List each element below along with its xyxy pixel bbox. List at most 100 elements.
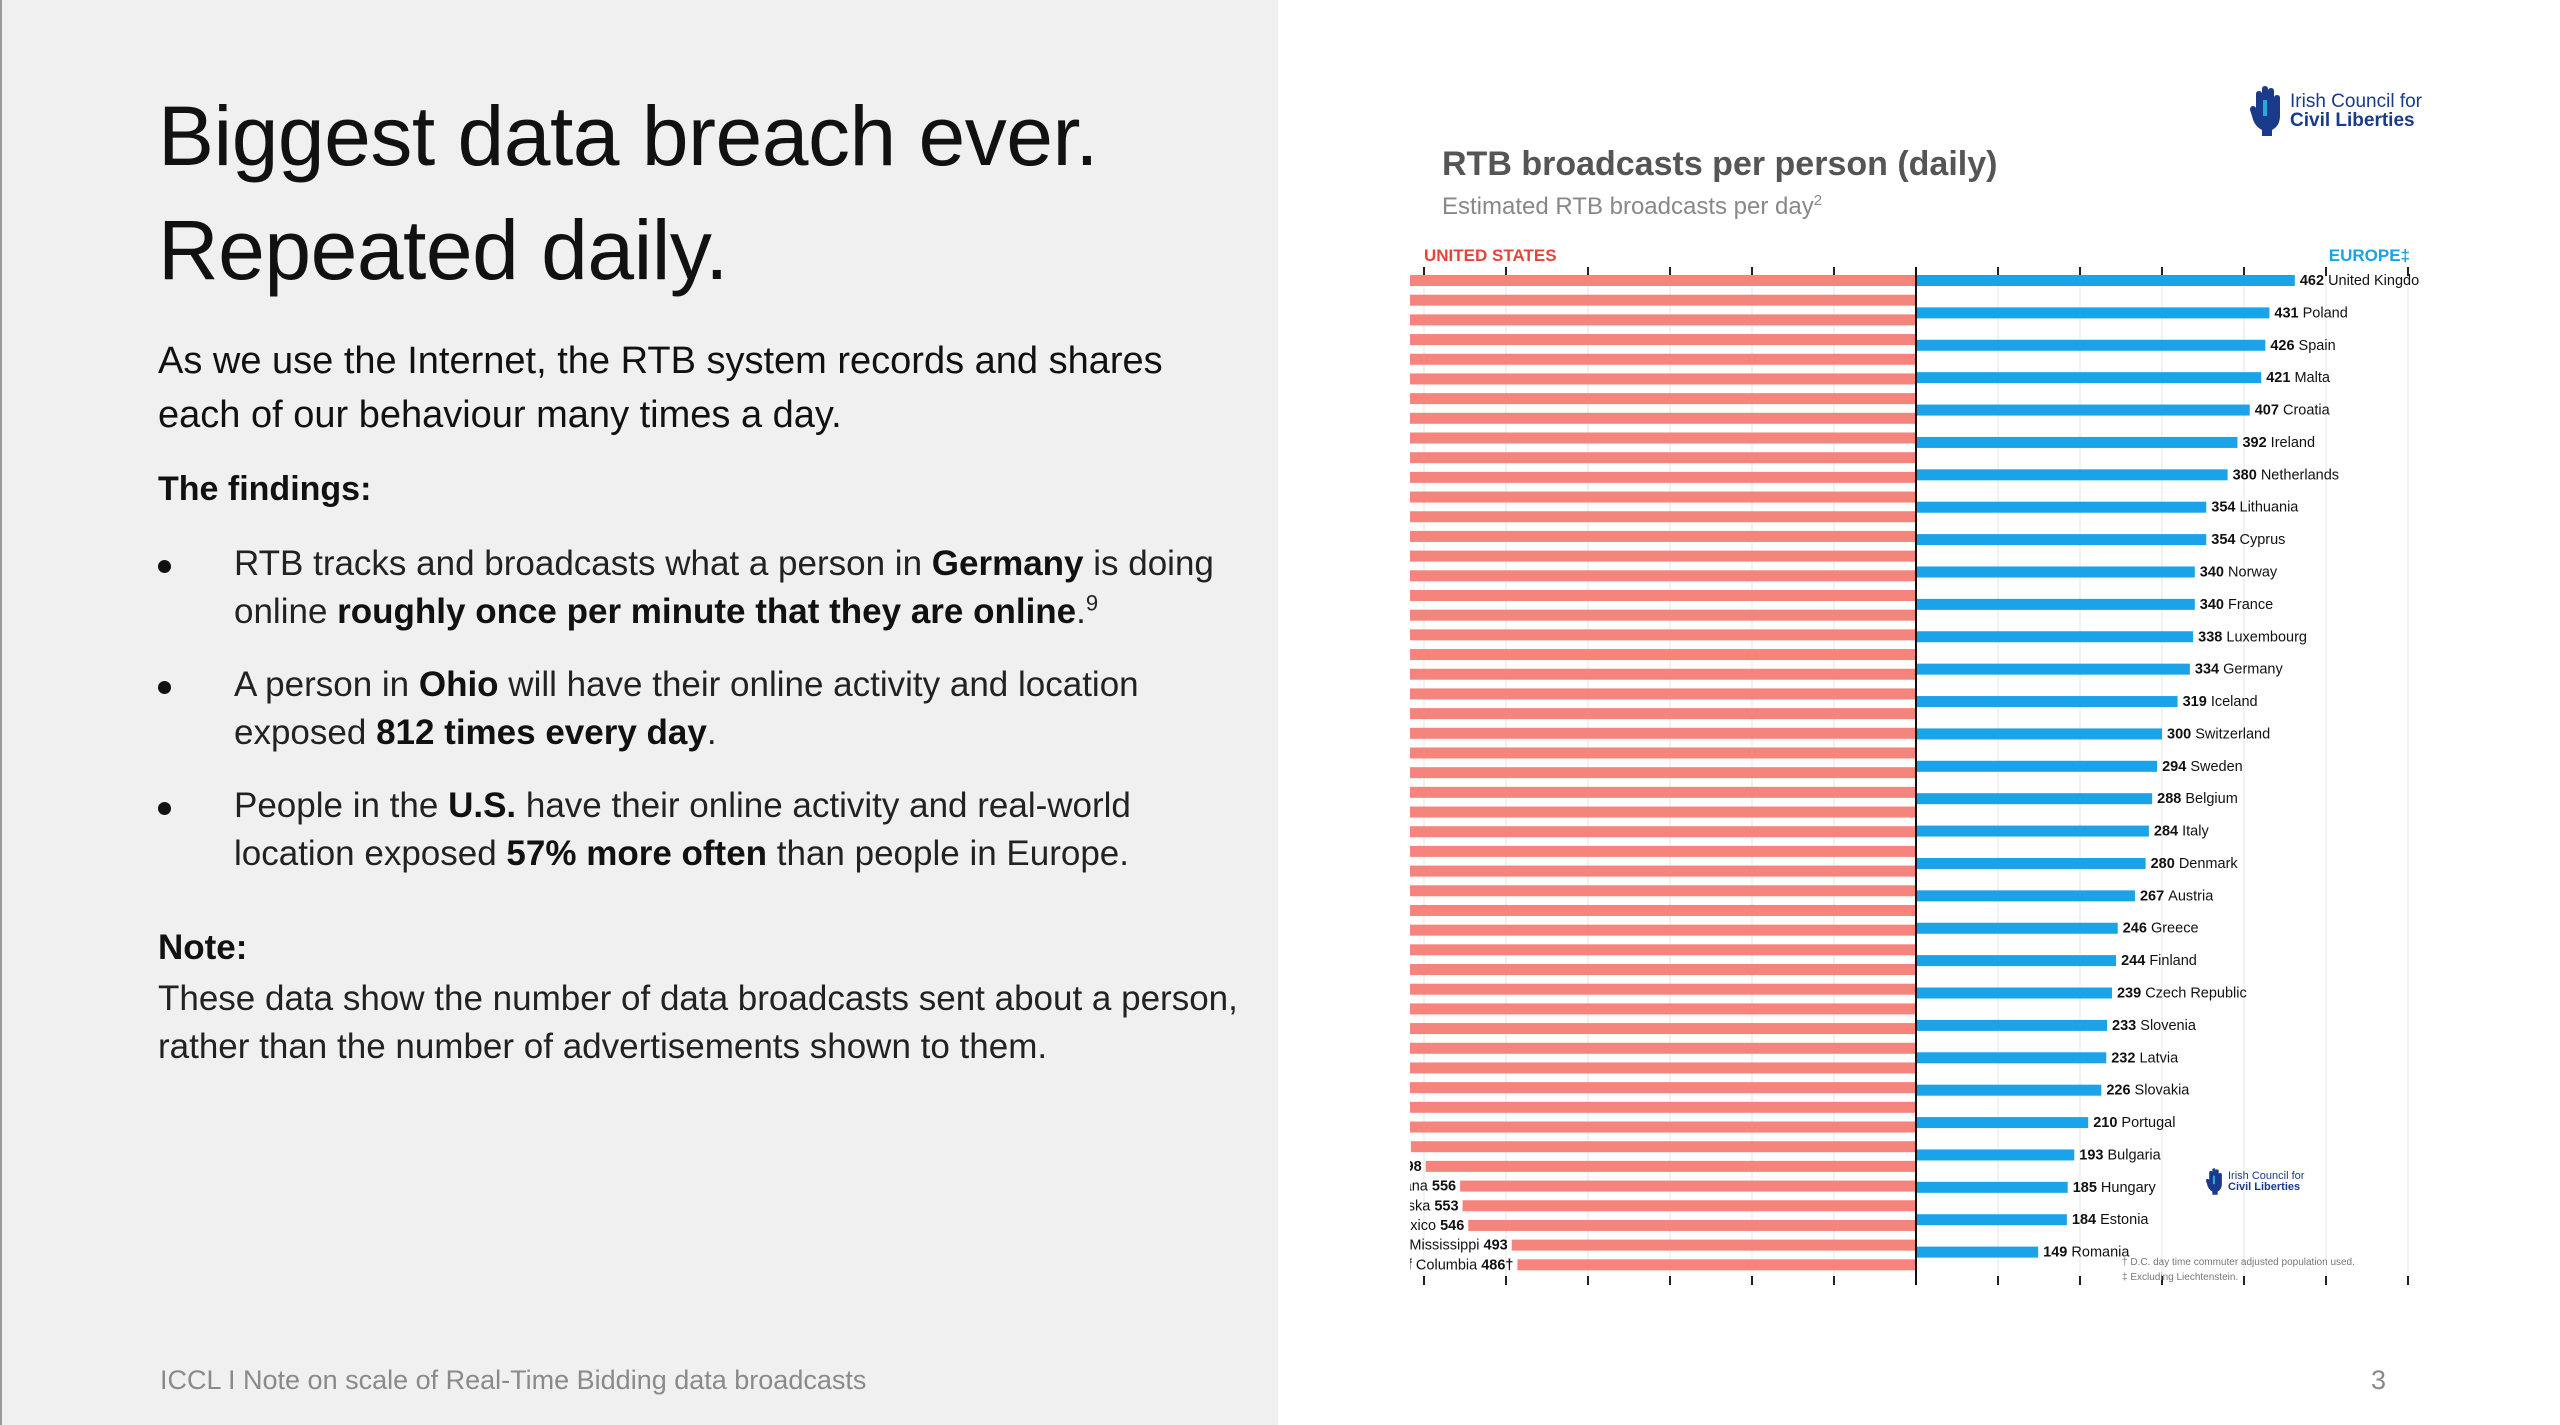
europe-label-austria: 267 Austria bbox=[2140, 888, 2214, 904]
europe-bar-estonia bbox=[1916, 1214, 2067, 1226]
us-bar-hawaii bbox=[1410, 1062, 1916, 1074]
us-bar-maryland bbox=[1410, 589, 1916, 601]
europe-label-finland: 244 Finland bbox=[2121, 953, 2197, 969]
europe-label-hungary: 185 Hungary bbox=[2073, 1180, 2157, 1196]
us-label-new-mexico: New Mexico 546 bbox=[1410, 1218, 1464, 1234]
chart-title: RTB broadcasts per person (daily) bbox=[1442, 145, 1998, 183]
finding-text: People in the U.S. have their online act… bbox=[234, 786, 1131, 873]
us-bar-district-of-columbia bbox=[1517, 1259, 1916, 1271]
logo-text-line-1: Irish Council for bbox=[2228, 1169, 2305, 1182]
us-bar-north-carolina bbox=[1410, 334, 1916, 346]
europe-bar-slovenia bbox=[1916, 1019, 2108, 1031]
us-bar-georgia bbox=[1410, 452, 1916, 464]
us-bar-kansas bbox=[1410, 767, 1916, 779]
us-label-louisiana: Louisiana 556 bbox=[1410, 1179, 1456, 1195]
us-bar-iowa bbox=[1410, 550, 1916, 562]
europe-bar-germany bbox=[1916, 663, 2190, 675]
europe-bar-bulgaria bbox=[1916, 1149, 2075, 1161]
europe-bar-united-kingdom bbox=[1916, 275, 2295, 286]
us-label-alaska: Alaska 553 bbox=[1410, 1198, 1459, 1214]
europe-label-poland: 431 Poland bbox=[2274, 305, 2347, 321]
europe-bar-lithuania bbox=[1916, 501, 2207, 513]
bullet-dot bbox=[158, 560, 171, 573]
europe-label-italy: 284 Italy bbox=[2154, 824, 2210, 840]
europe-label-greece: 246 Greece bbox=[2123, 921, 2199, 937]
us-bar-wisconsin bbox=[1410, 393, 1916, 405]
europe-label-sweden: 294 Sweden bbox=[2162, 759, 2243, 775]
us-bar-florida bbox=[1410, 412, 1916, 424]
us-bar-minnesota bbox=[1410, 373, 1916, 385]
europe-bar-malta bbox=[1916, 372, 2262, 384]
us-bar-new-york bbox=[1410, 570, 1916, 582]
europe-bar-portugal bbox=[1916, 1117, 2089, 1129]
note-line-2: rather than the number of advertisements… bbox=[158, 1026, 1048, 1066]
raised-hand-icon bbox=[2206, 1168, 2222, 1195]
europe-bar-slovakia bbox=[1916, 1084, 2102, 1096]
us-label-district-of-columbia: District of Columbia 486† bbox=[1410, 1257, 1513, 1273]
europe-bar-greece bbox=[1916, 922, 2118, 934]
us-bar-california bbox=[1410, 649, 1916, 661]
europe-bar-austria bbox=[1916, 890, 2135, 902]
us-bar-washington bbox=[1410, 353, 1916, 365]
us-bar-oregon bbox=[1410, 511, 1916, 523]
us-bar-north-dakota bbox=[1410, 865, 1916, 877]
raised-hand-icon bbox=[2250, 86, 2280, 136]
europe-bar-switzerland bbox=[1916, 728, 2162, 740]
chart-footnote-2: ‡ Excluding Liechtenstein. bbox=[2122, 1272, 2239, 1283]
europe-bar-netherlands bbox=[1916, 469, 2228, 481]
bullet-dot bbox=[158, 802, 171, 815]
europe-bar-hungary bbox=[1916, 1181, 2068, 1193]
us-bar-texas bbox=[1410, 826, 1916, 838]
europe-bar-poland bbox=[1916, 307, 2270, 319]
europe-bar-romania bbox=[1916, 1246, 2039, 1258]
us-bar-rhode-island bbox=[1410, 1042, 1916, 1054]
europe-label-malta: 421 Malta bbox=[2266, 370, 2331, 386]
note-line-1: These data show the number of data broad… bbox=[158, 979, 1238, 1018]
us-bar-new-hampshire bbox=[1410, 747, 1916, 759]
us-bar-colorado bbox=[1410, 275, 1916, 286]
us-bar-south-carolina bbox=[1410, 1121, 1916, 1133]
slide-title-line-2: Repeated daily. bbox=[158, 203, 729, 297]
europe-label-france: 340 France bbox=[2200, 597, 2273, 613]
logo-text-line-2: Civil Liberties bbox=[2290, 110, 2415, 131]
europe-label-denmark: 280 Denmark bbox=[2151, 856, 2239, 872]
europe-bar-norway bbox=[1916, 566, 2195, 578]
europe-label-united-kingdom: 462 United Kingdom bbox=[2300, 273, 2420, 289]
us-bar-illinois bbox=[1410, 314, 1916, 326]
page-number: 3 bbox=[2371, 1365, 2387, 1395]
us-bar-virginia bbox=[1410, 708, 1916, 720]
europe-bar-sweden bbox=[1916, 760, 2158, 772]
us-bar-pennsylvania bbox=[1410, 530, 1916, 542]
findings-heading: The findings: bbox=[158, 470, 372, 508]
europe-label-slovakia: 226 Slovakia bbox=[2106, 1083, 2190, 1099]
us-bar-maine bbox=[1410, 806, 1916, 818]
iccl-logo-chart: Irish Council for Civil Liberties bbox=[2206, 1168, 2304, 1195]
europe-bar-iceland bbox=[1916, 696, 2178, 708]
finding-text: A person in Ohio will have their online … bbox=[234, 665, 1139, 752]
bullet-dot bbox=[158, 681, 171, 694]
europe-label-portugal: 210 Portugal bbox=[2093, 1115, 2175, 1131]
europe-label-czech-republic: 239 Czech Republic bbox=[2117, 986, 2247, 1002]
logo-text-line-1: Irish Council for bbox=[2290, 91, 2422, 112]
chart-subtitle: Estimated RTB broadcasts per day2 bbox=[1442, 192, 1823, 220]
europe-bar-denmark bbox=[1916, 857, 2146, 869]
europe-label-netherlands: 380 Netherlands bbox=[2233, 467, 2339, 483]
europe-bar-latvia bbox=[1916, 1052, 2107, 1064]
footnote-ref: 9 bbox=[1085, 589, 1099, 615]
europe-bar-croatia bbox=[1916, 404, 2250, 416]
europe-bar-cyprus bbox=[1916, 534, 2207, 546]
europe-label: EUROPE‡ bbox=[2329, 246, 2410, 265]
logo-text-line-2: Civil Liberties bbox=[2228, 1180, 2301, 1193]
us-bar-west-virginia bbox=[1410, 1101, 1916, 1113]
europe-label-iceland: 319 Iceland bbox=[2183, 694, 2258, 710]
us-bar-new-jersey bbox=[1410, 944, 1916, 956]
europe-bar-france bbox=[1916, 598, 2195, 610]
europe-label-cyprus: 354 Cyprus bbox=[2211, 532, 2285, 548]
iccl-logo-top: Irish Council for Civil Liberties bbox=[2250, 86, 2422, 136]
europe-bar-belgium bbox=[1916, 793, 2153, 805]
europe-label-lithuania: 354 Lithuania bbox=[2211, 500, 2299, 516]
europe-label-ireland: 392 Ireland bbox=[2242, 435, 2315, 451]
europe-label-germany: 334 Germany bbox=[2195, 662, 2284, 678]
us-bar-oklahoma bbox=[1410, 1082, 1916, 1094]
